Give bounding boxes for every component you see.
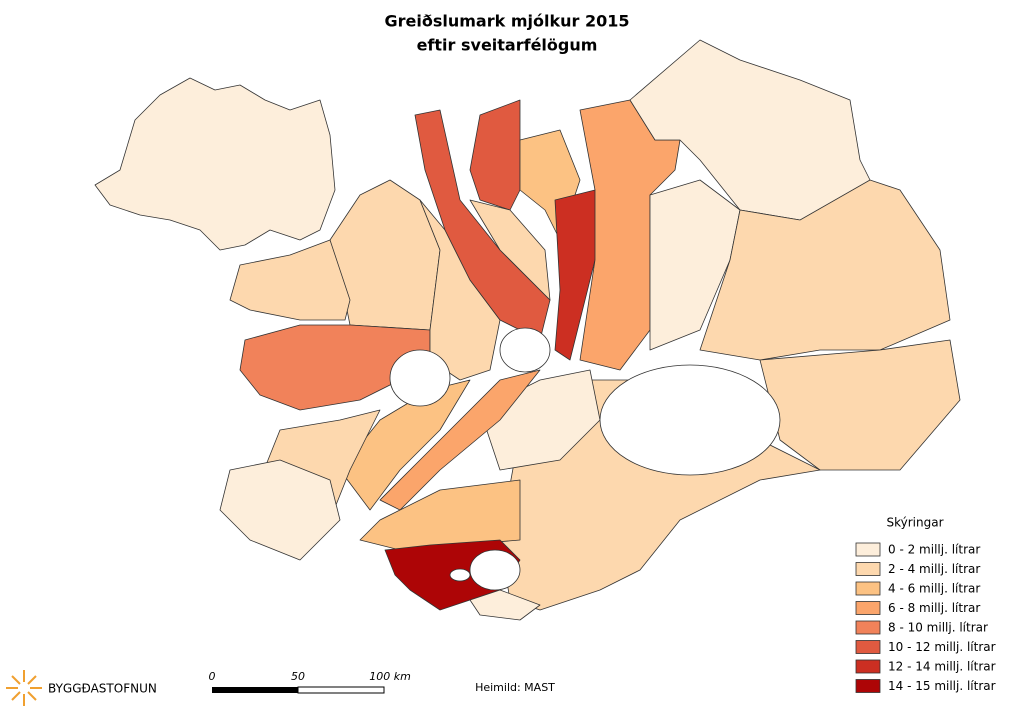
map-title: Greiðslumark mjólkur 2015	[385, 12, 630, 31]
scale-label: 0	[209, 670, 216, 683]
iceland-map	[94, 39, 961, 621]
logo-text: BYGGÐASTOFNUN	[48, 682, 157, 696]
legend-label: 12 - 14 millj. lítrar	[888, 660, 996, 674]
municipality	[469, 199, 551, 301]
legend-label: 14 - 15 millj. lítrar	[888, 679, 996, 693]
legend-swatch	[855, 679, 881, 693]
legend-label: 10 - 12 millj. lítrar	[888, 640, 996, 654]
legend-label: 6 - 8 millj. lítrar	[888, 601, 980, 615]
legend-label: 4 - 6 millj. lítrar	[888, 582, 980, 596]
legend-label: 8 - 10 millj. lítrar	[888, 621, 988, 635]
legend-swatch	[855, 601, 881, 615]
legend-swatch	[855, 581, 881, 596]
municipality	[699, 179, 951, 361]
municipality	[759, 339, 961, 471]
legend-swatch	[855, 542, 881, 557]
municipality	[339, 379, 471, 511]
legend-swatch	[855, 659, 881, 674]
municipality	[229, 239, 351, 321]
legend-swatch	[855, 640, 881, 654]
scale-segment	[297, 686, 385, 694]
municipality	[469, 99, 521, 211]
map-subtitle: eftir sveitarfélögum	[417, 36, 598, 55]
scale-bar: 0 50 100 km	[209, 670, 411, 694]
municipality	[379, 369, 541, 511]
legend-swatch	[855, 620, 881, 635]
municipality	[219, 459, 341, 561]
legend-label: 2 - 4 millj. lítrar	[888, 562, 980, 576]
scale-label: 100 km	[369, 670, 411, 683]
municipality	[469, 589, 541, 621]
scale-segment	[212, 687, 298, 693]
legend-label: 0 - 2 millj. lítrar	[888, 543, 980, 557]
municipality	[94, 77, 336, 251]
legend-title: Skýringar	[886, 516, 943, 530]
source: Heimild: MAST	[475, 681, 555, 694]
logo: BYGGÐASTOFNUN	[6, 670, 157, 706]
municipality	[359, 479, 521, 551]
legend: 0 - 2 millj. lítrar 2 - 4 millj. lítrar 4 …	[855, 542, 996, 693]
scale-label: 50	[291, 670, 305, 683]
legend-swatch	[855, 562, 881, 576]
